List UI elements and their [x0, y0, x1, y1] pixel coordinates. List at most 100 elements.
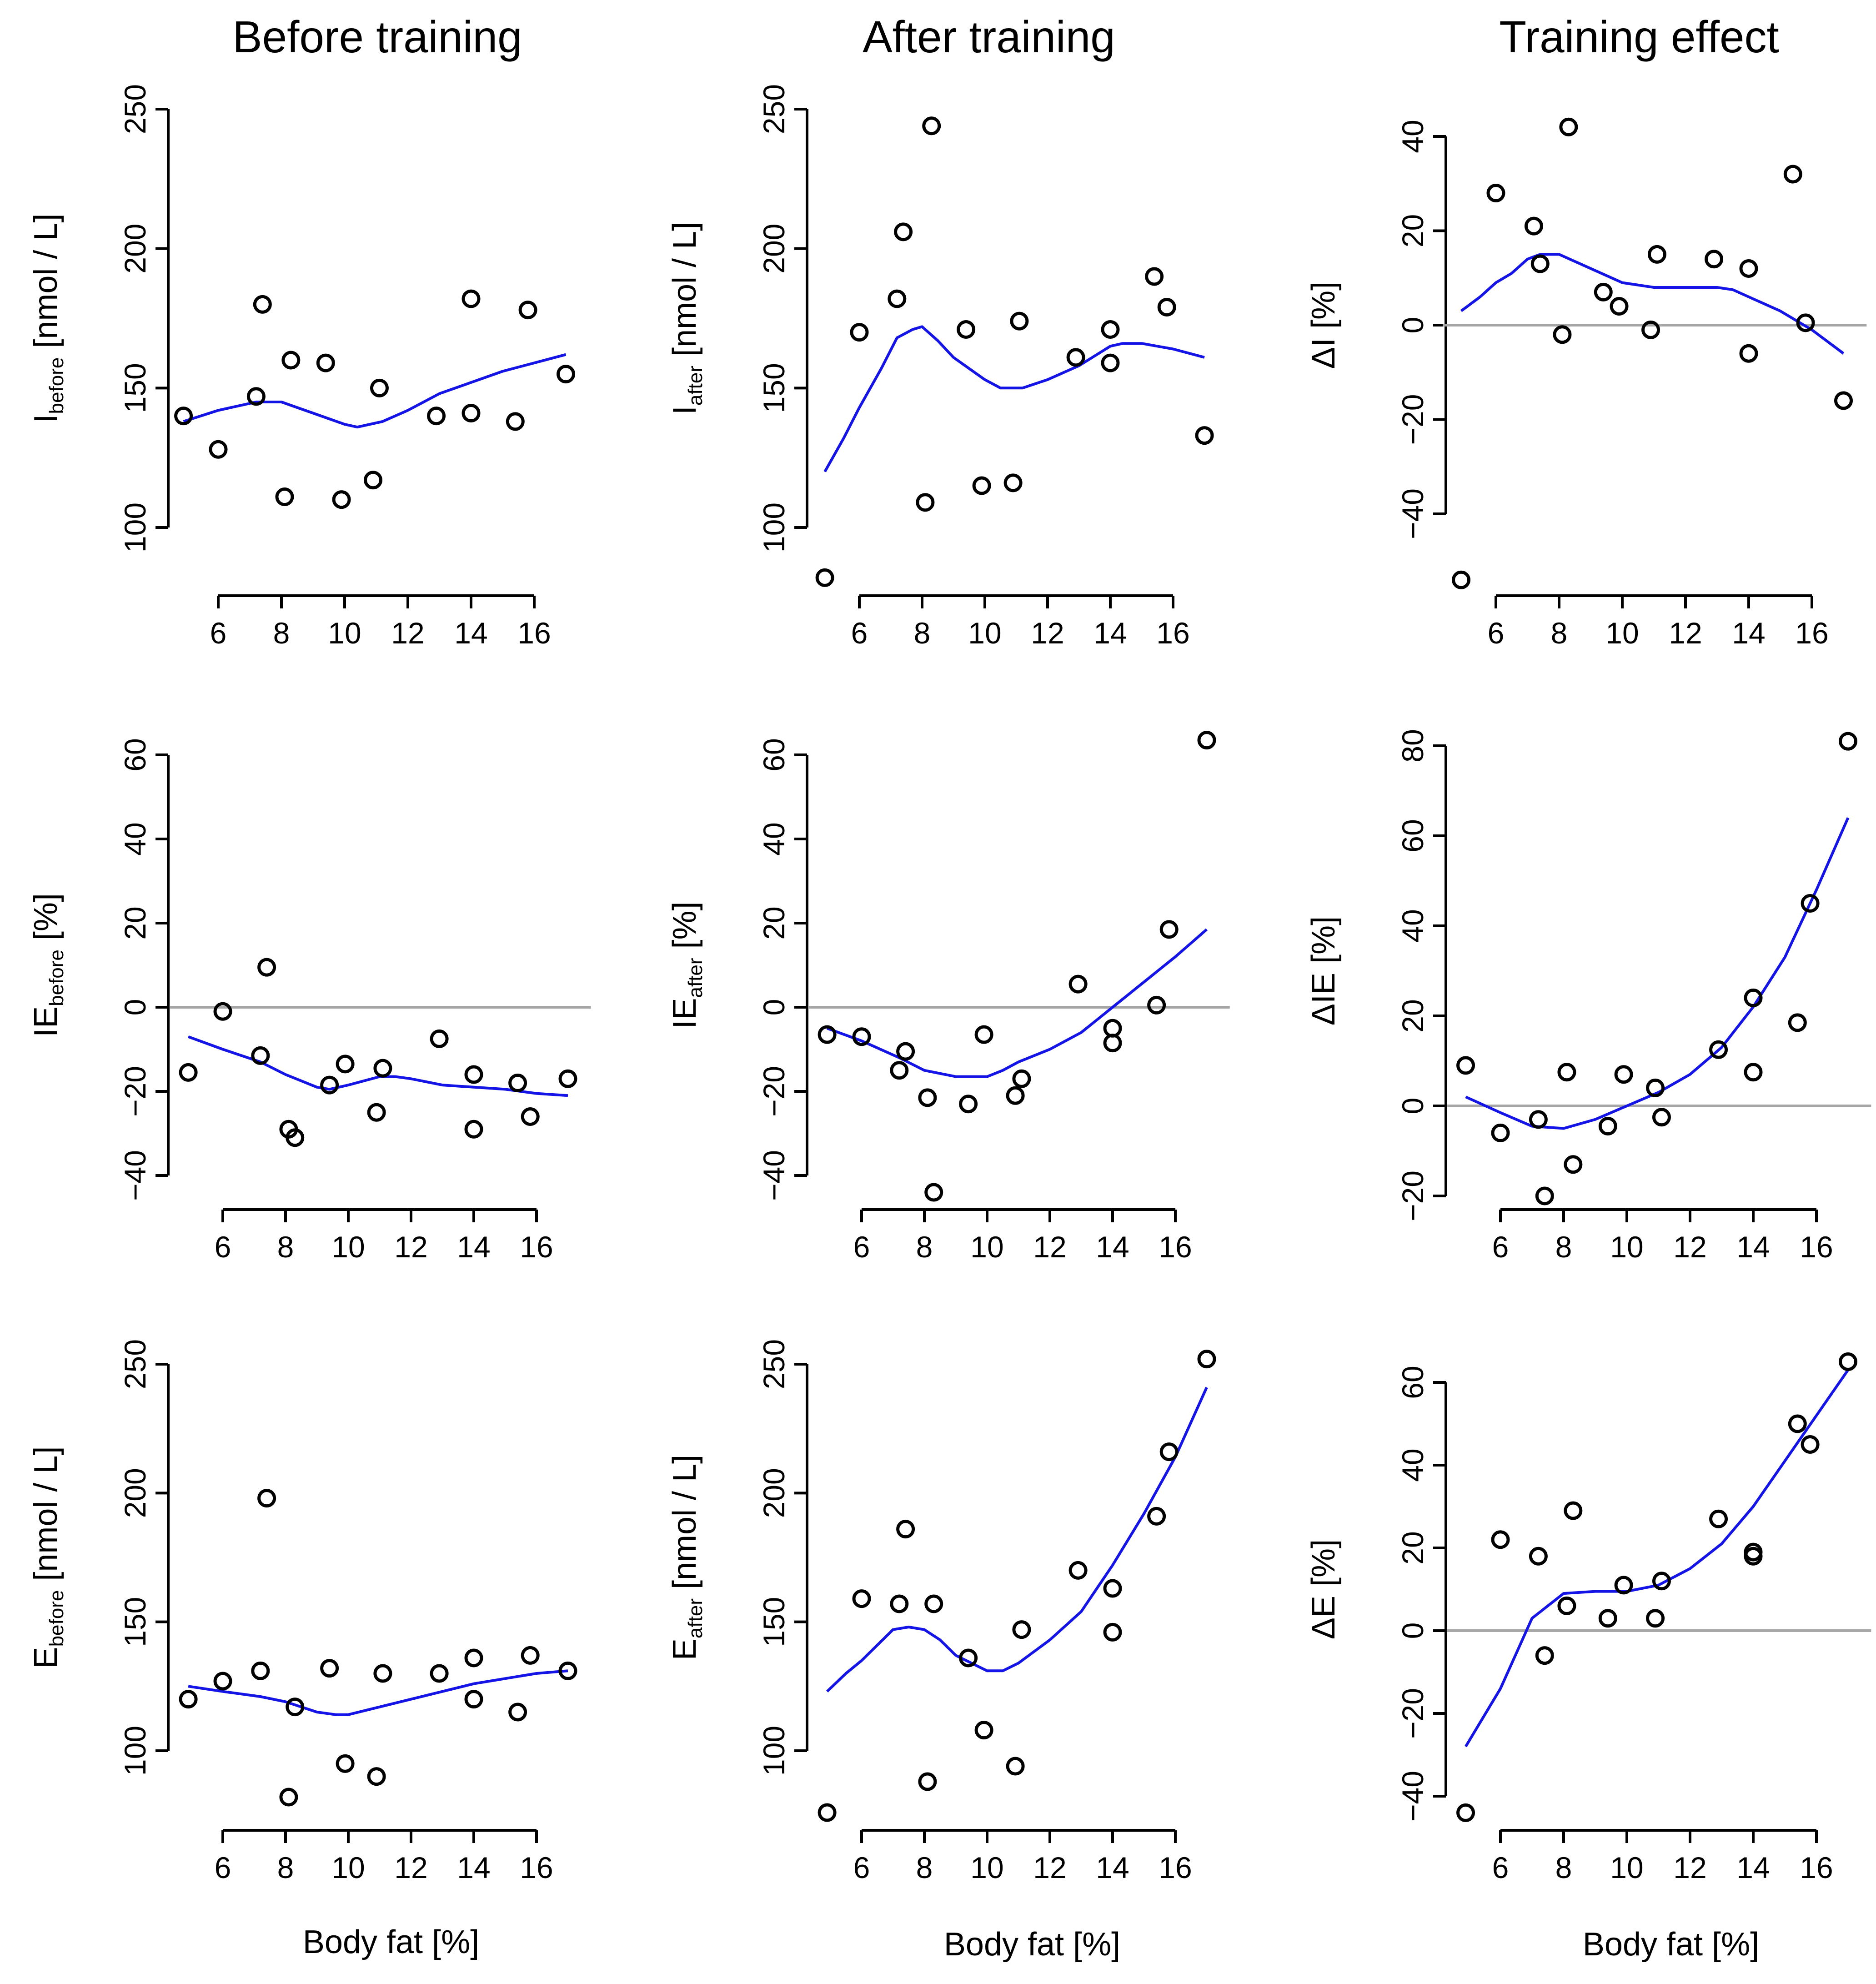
y-tick-label: 150 — [118, 1597, 152, 1647]
data-point — [430, 1029, 449, 1048]
x-tick-label: 14 — [1736, 1851, 1770, 1884]
data-point — [320, 1659, 339, 1678]
data-point — [508, 1703, 527, 1722]
y-axis-title-main: IE — [667, 998, 703, 1029]
y-tick-label: 20 — [757, 906, 791, 939]
data-point — [1839, 732, 1857, 751]
data-point — [890, 1061, 909, 1080]
data-point — [890, 1594, 909, 1613]
data-point — [336, 1754, 355, 1773]
y-tick-label: −20 — [757, 1066, 791, 1117]
smooth-curve — [188, 1669, 568, 1716]
y-tick-label: 60 — [757, 738, 791, 771]
x-tick-label: 16 — [517, 616, 551, 650]
data-point — [1709, 1509, 1728, 1528]
panel-7: 100 150 200 250 6 8 10 12 14 16 Ebefore [nmol / L] — [28, 1339, 577, 1884]
y-axis-title-main: ΔI — [1305, 338, 1342, 369]
data-point — [1068, 974, 1088, 994]
y-axis-title-subscript: after — [684, 1598, 707, 1638]
data-point — [461, 289, 481, 308]
x-tick-label: 6 — [1492, 1851, 1509, 1884]
data-point — [279, 1788, 298, 1807]
smooth-curve — [826, 1386, 1208, 1693]
data-point — [1535, 1646, 1554, 1665]
y-tick-label: −40 — [118, 1150, 152, 1201]
x-tick-label: 10 — [970, 1851, 1003, 1884]
y-axis-title: IEbefore [%] — [28, 893, 68, 1037]
data-point — [1066, 348, 1085, 367]
data-point — [1491, 1530, 1510, 1549]
panel-3: −40 −20 0 20 40 6 8 10 12 14 16 ΔI [%] — [1305, 117, 1867, 650]
y-tick-label: 250 — [118, 84, 152, 134]
y-tick-label: 250 — [118, 1339, 152, 1389]
y-tick-label: 60 — [1396, 1366, 1430, 1399]
data-point — [1744, 988, 1763, 1007]
y-tick-label: 100 — [118, 1726, 152, 1776]
data-point — [179, 1063, 198, 1082]
data-point — [852, 1589, 871, 1608]
data-point — [1647, 245, 1666, 264]
data-point — [1006, 1086, 1025, 1105]
panel-9: −40 −20 0 20 40 60 6 8 10 12 14 16 ΔE [%] — [1305, 1352, 1871, 1884]
data-point — [1744, 1063, 1763, 1082]
data-point — [918, 1772, 937, 1791]
y-tick-label: −40 — [1396, 1771, 1430, 1822]
data-point — [1452, 570, 1471, 589]
panel-5: −40 −20 0 20 40 60 6 8 10 12 14 16 IEafter [%] — [667, 731, 1230, 1264]
y-tick-label: 250 — [757, 84, 791, 134]
data-point — [174, 407, 193, 426]
data-point — [1739, 344, 1758, 363]
data-point — [286, 1698, 305, 1717]
data-point — [957, 320, 976, 339]
y-axis-title-subscript: after — [684, 366, 707, 406]
y-tick-label: −20 — [1396, 1688, 1430, 1739]
data-point — [336, 1055, 355, 1074]
x-tick-label: 16 — [1800, 1230, 1833, 1264]
x-tick-label: 12 — [1673, 1851, 1706, 1884]
y-axis-title-unit: [nmol / L] — [667, 222, 703, 366]
y-axis-title-main: IE — [28, 1006, 64, 1037]
data-point — [251, 1046, 270, 1065]
data-point — [1834, 391, 1853, 410]
data-point — [281, 351, 301, 370]
data-point — [1598, 1609, 1617, 1628]
column-title-effect: Training effect — [1499, 12, 1779, 62]
data-point — [852, 1027, 871, 1046]
data-point — [896, 1520, 915, 1539]
data-point — [1652, 1108, 1671, 1127]
data-point — [370, 378, 389, 397]
data-point — [1557, 1063, 1576, 1082]
data-point — [506, 412, 525, 431]
smooth-curve — [823, 325, 1205, 472]
data-point — [316, 353, 335, 372]
y-tick-label: 0 — [1396, 317, 1430, 334]
data-point — [1006, 1757, 1025, 1776]
y-tick-label: 0 — [118, 999, 152, 1016]
x-tick-label: 12 — [1033, 1230, 1066, 1264]
data-point — [1003, 473, 1023, 492]
data-point — [521, 1646, 540, 1665]
data-point — [320, 1075, 339, 1095]
data-point — [815, 568, 834, 587]
x-tick-label: 10 — [968, 616, 1001, 650]
y-tick-label: 200 — [118, 1468, 152, 1518]
data-point — [1709, 1040, 1728, 1059]
y-axis-title: Ebefore [nmol / L] — [28, 1447, 68, 1669]
data-point — [1652, 1572, 1671, 1591]
y-axis-title-unit: [%] — [667, 901, 703, 958]
y-tick-label: 0 — [1396, 1622, 1430, 1639]
data-point — [1157, 297, 1176, 316]
y-axis-title: Iafter [nmol / L] — [667, 222, 707, 415]
data-point — [1594, 282, 1613, 301]
data-point — [896, 1042, 915, 1061]
data-point — [1614, 1576, 1633, 1595]
y-axis-title-unit: [%] — [1305, 916, 1342, 973]
data-point — [464, 1065, 483, 1084]
x-tick-label: 14 — [1096, 1230, 1129, 1264]
y-tick-label: −20 — [1396, 394, 1430, 445]
y-tick-label: 200 — [757, 1468, 791, 1518]
y-axis-title-subscript: before — [45, 357, 68, 414]
x-tick-label: 10 — [1605, 616, 1639, 650]
data-point — [427, 407, 446, 426]
x-tick-label: 6 — [1488, 616, 1505, 650]
